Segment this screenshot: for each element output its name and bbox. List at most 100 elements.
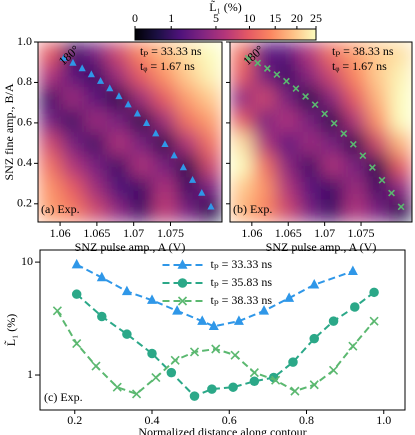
annotation: tₚ = 38.33 ns — [332, 44, 394, 58]
heatmap-cell — [130, 64, 154, 88]
colorbar-tick-label: 1 — [168, 11, 174, 25]
heatmap-cell — [321, 42, 345, 65]
series-line — [76, 291, 375, 398]
marker — [147, 294, 158, 304]
heatmap-cell — [298, 132, 322, 155]
colorbar-tick-label: 0 — [132, 11, 138, 25]
heatmap-cell — [38, 64, 62, 88]
marker — [131, 389, 142, 399]
marker — [211, 344, 221, 354]
colorbar-tick-label: 5 — [213, 11, 219, 25]
series-line — [76, 263, 354, 328]
heatmap-cell — [176, 154, 200, 178]
heatmap-cell — [389, 154, 412, 178]
heatmap-cell — [130, 87, 154, 110]
heatmap-cell — [389, 87, 412, 110]
heatmap-cell — [343, 199, 367, 222]
heatmap-cell — [298, 154, 322, 178]
y-tick-label: 0.4 — [17, 155, 32, 169]
colorbar — [134, 28, 317, 41]
x-tick-label: 1.0 — [376, 413, 391, 427]
heatmap-cell — [61, 42, 85, 65]
heatmap-cell — [366, 199, 390, 222]
marker — [115, 92, 123, 100]
marker — [78, 64, 86, 72]
heatmap-cell — [107, 64, 131, 88]
marker — [311, 101, 319, 109]
marker — [208, 320, 219, 331]
marker — [52, 306, 62, 316]
heatmap-cell — [389, 132, 412, 155]
heatmap-cell — [130, 109, 154, 133]
marker — [121, 285, 132, 296]
marker — [152, 129, 160, 137]
marker — [71, 258, 82, 269]
x-axis-label: SNZ pulse amp., A (V) — [266, 240, 377, 254]
marker — [177, 278, 188, 288]
marker — [347, 265, 358, 275]
y-tick-label: 1 — [27, 367, 33, 381]
marker — [197, 315, 208, 325]
marker — [328, 316, 339, 326]
x-tick-label: 1.07 — [123, 226, 144, 240]
x-tick-label: 0.2 — [67, 413, 82, 427]
marker — [348, 341, 358, 351]
heatmap-cell — [84, 87, 108, 110]
heatmap-cell — [230, 109, 254, 133]
heatmap-cell — [84, 42, 108, 65]
heatmap-cell — [130, 177, 154, 200]
heatmap-cell — [343, 109, 367, 133]
colorbar-tick-label: 25 — [310, 11, 322, 25]
heatmap-cell — [199, 42, 222, 65]
heatmap-cell — [366, 64, 390, 88]
annotation: tᵩ = 1.67 ns — [140, 59, 195, 73]
panel-label: (a) Exp. — [41, 202, 80, 216]
heatmap-cell — [38, 199, 62, 222]
heatmap-cell — [61, 154, 85, 178]
annotation: tᵩ = 1.67 ns — [332, 59, 387, 73]
heatmap-cell — [275, 132, 299, 155]
x-tick-label: 1.06 — [241, 226, 262, 240]
heatmap-cell — [38, 42, 62, 65]
y-tick-label: 0.6 — [17, 115, 32, 129]
marker — [151, 372, 161, 383]
marker — [177, 296, 188, 306]
heatmap-cell — [275, 64, 299, 88]
marker — [282, 77, 290, 85]
marker — [254, 59, 262, 67]
y-axis-label: L̃₁ (%) — [3, 314, 17, 347]
marker — [233, 315, 244, 325]
heatmap-cell — [176, 64, 200, 88]
heatmap-cell — [84, 132, 108, 155]
heatmap-cell — [61, 177, 85, 200]
y-axis-label: SNZ fine amp., B/A — [2, 83, 16, 180]
marker — [188, 175, 197, 183]
heatmap-cell — [366, 132, 390, 155]
heatmap-cell — [230, 154, 254, 178]
heatmap-cell — [343, 64, 367, 88]
marker — [249, 376, 260, 387]
heatmap-cell — [61, 199, 85, 222]
marker — [328, 365, 339, 375]
x-tick-label: 1.075 — [348, 226, 375, 240]
series-line — [56, 310, 375, 396]
heatmap-cell — [84, 64, 108, 88]
marker — [198, 188, 206, 196]
colorbar-tick-label: 10 — [243, 11, 255, 25]
heatmap-cell — [321, 64, 345, 88]
heatmap-cell — [130, 42, 154, 65]
heatmap-cell — [230, 87, 254, 110]
marker — [147, 348, 157, 359]
marker — [207, 384, 217, 394]
heatmap-cell — [252, 42, 276, 65]
heatmap-cell — [107, 154, 131, 178]
marker — [179, 163, 187, 171]
heatmap-cell — [153, 177, 177, 200]
marker — [228, 382, 238, 392]
marker — [350, 302, 360, 312]
marker — [166, 367, 177, 378]
heatmap-cell — [252, 64, 276, 88]
heatmap-cell — [153, 199, 177, 222]
heatmap-clip — [38, 42, 222, 222]
